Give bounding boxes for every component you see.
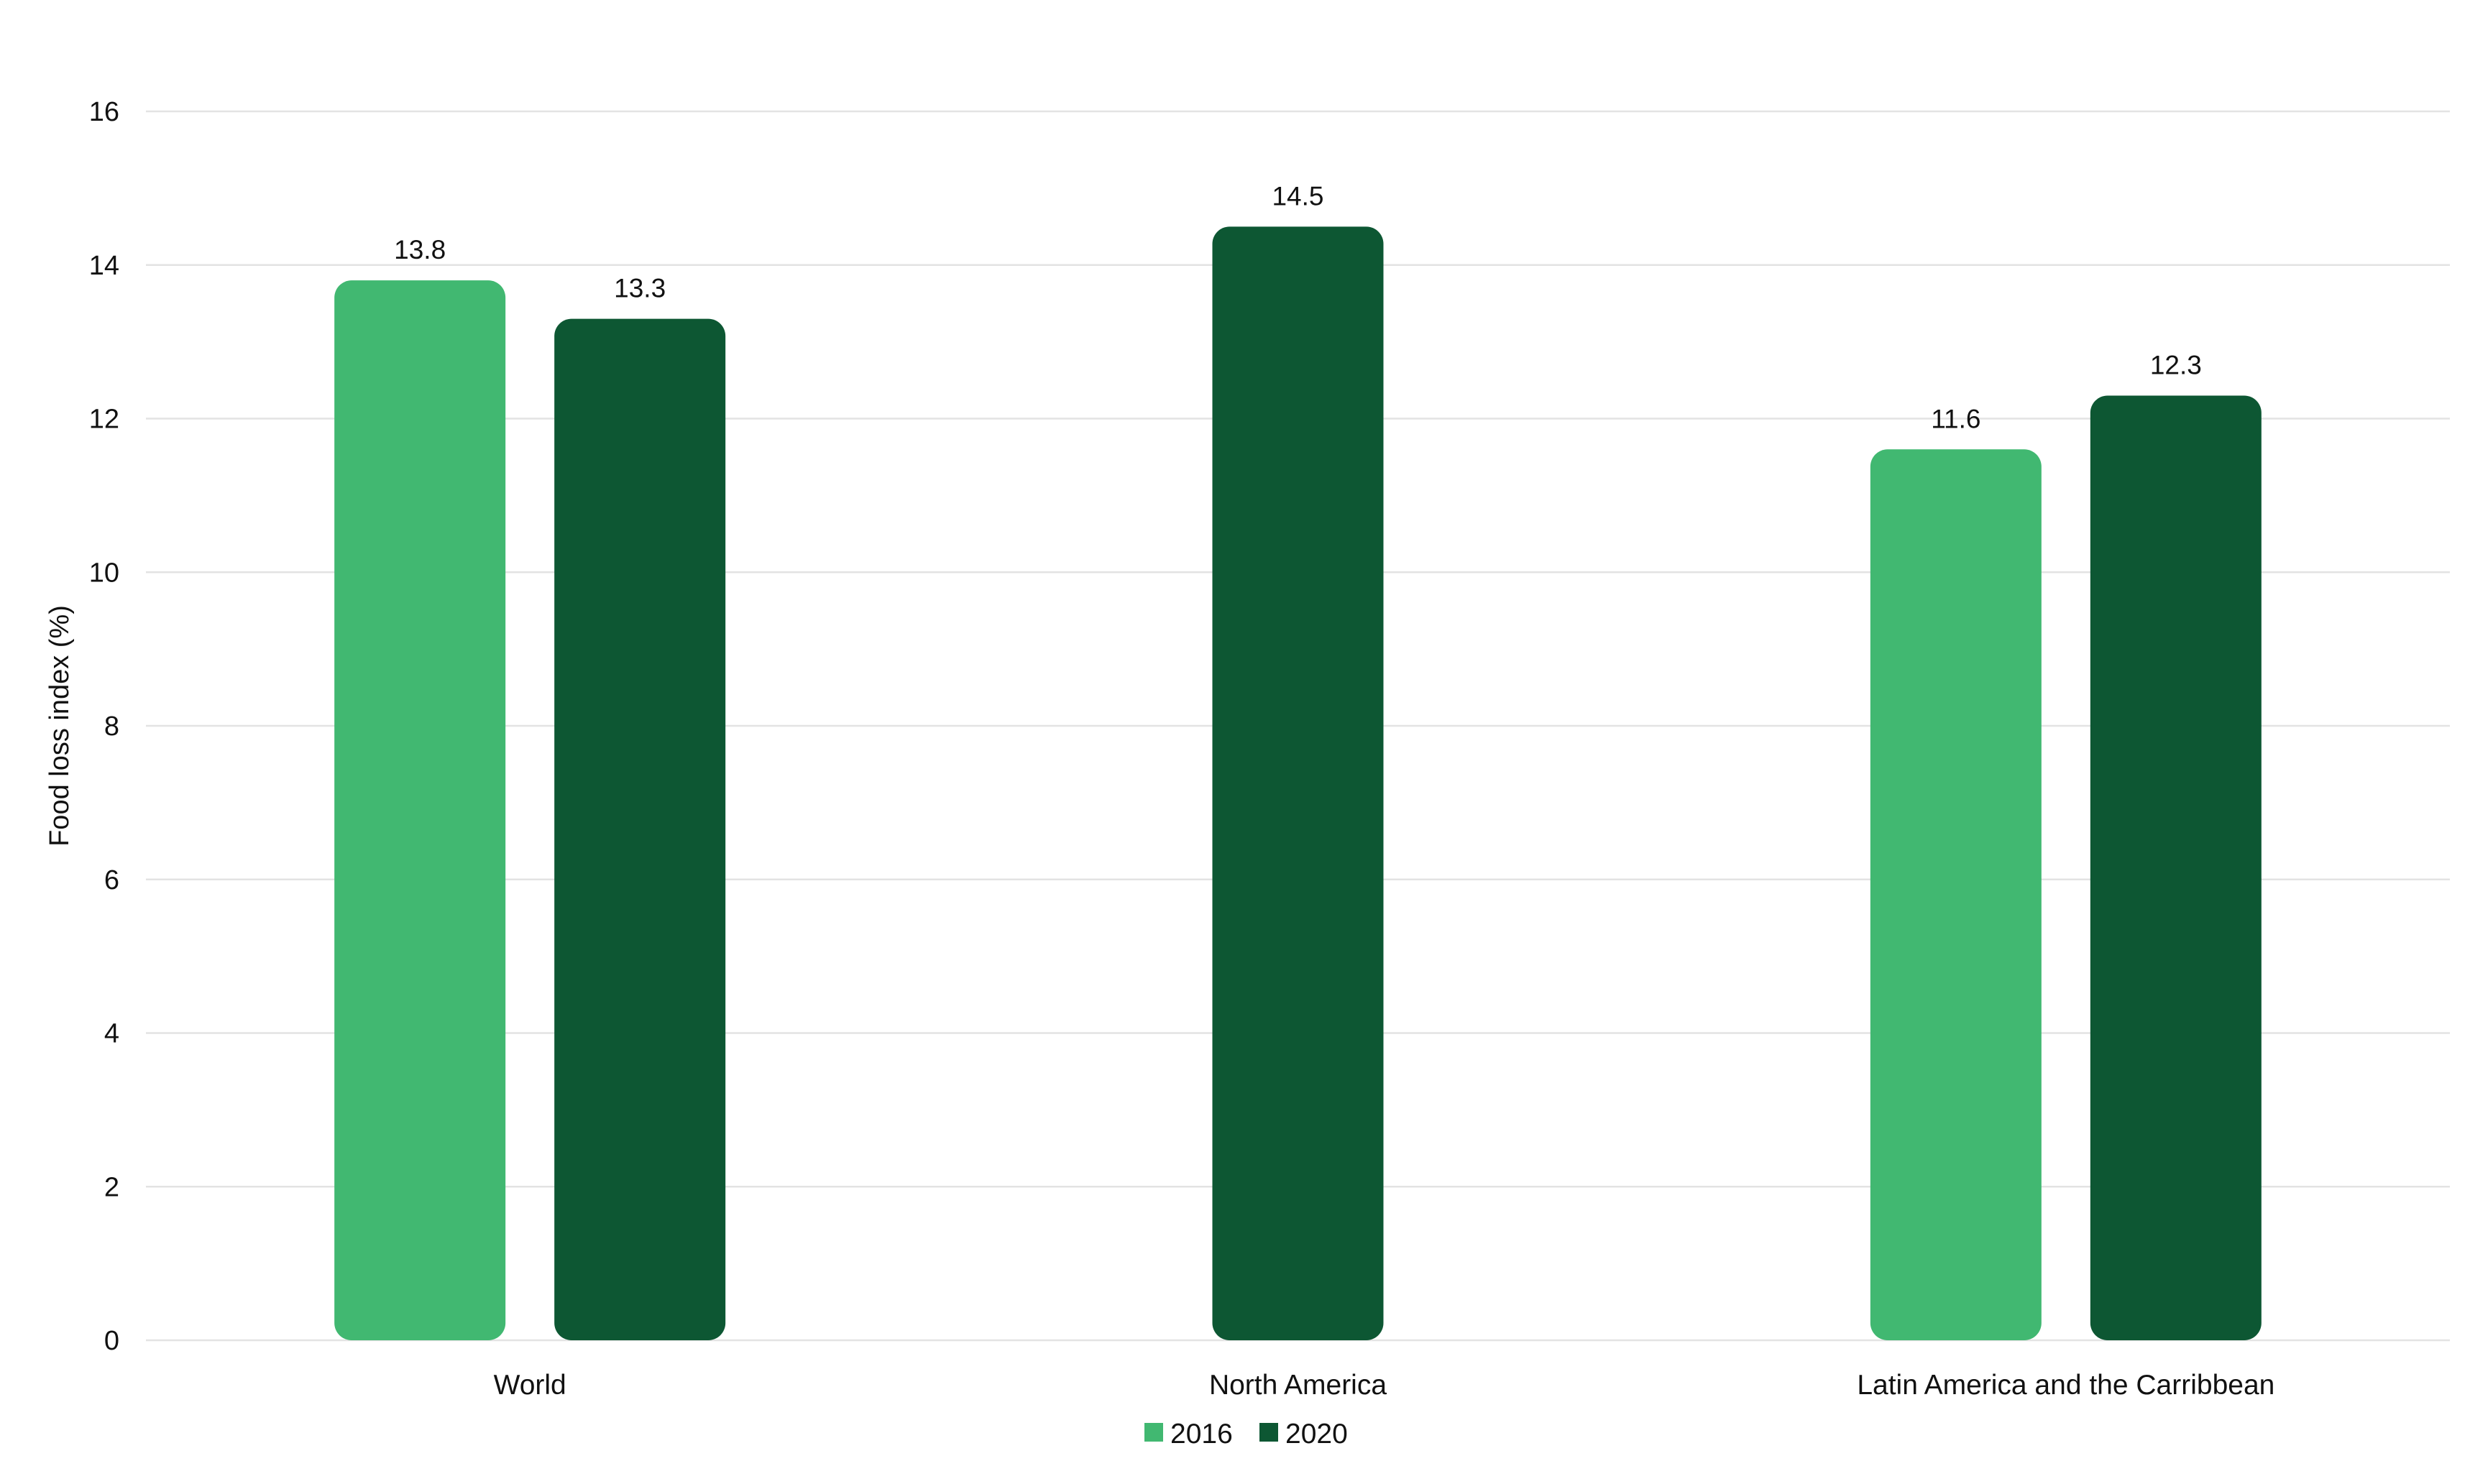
bar-2020-world bbox=[554, 318, 726, 1340]
y-tick-label: 2 bbox=[104, 1172, 119, 1202]
bar-2020-north-america bbox=[1212, 226, 1384, 1340]
y-axis-ticks: 0 2 4 6 8 10 12 14 16 bbox=[89, 97, 119, 1356]
legend: 2016 2020 bbox=[1144, 1419, 1348, 1450]
x-category-label: North America bbox=[1209, 1370, 1387, 1401]
y-tick-label: 16 bbox=[89, 97, 119, 127]
x-axis-categories: World North America Latin America and the … bbox=[494, 1370, 2275, 1401]
y-axis-title: Food loss index (%) bbox=[45, 605, 75, 847]
legend-swatch-2016 bbox=[1144, 1423, 1163, 1442]
bars bbox=[334, 226, 2262, 1340]
y-tick-label: 10 bbox=[89, 558, 119, 588]
data-label: 12.3 bbox=[2150, 350, 2202, 379]
legend-label-2016: 2016 bbox=[1170, 1419, 1233, 1450]
data-labels: 13.8 13.3 14.5 11.6 12.3 bbox=[394, 181, 2202, 433]
data-label: 13.3 bbox=[614, 274, 666, 303]
bar-2016-latin-america-and-the-carribbean bbox=[1870, 449, 2042, 1340]
legend-swatch-2020 bbox=[1259, 1423, 1278, 1442]
x-category-label: World bbox=[494, 1370, 566, 1401]
data-label: 14.5 bbox=[1272, 181, 1323, 211]
data-label: 11.6 bbox=[1931, 404, 1980, 433]
data-label: 13.8 bbox=[394, 235, 446, 264]
x-category-label: Latin America and the Carribbean bbox=[1857, 1370, 2274, 1401]
legend-label-2020: 2020 bbox=[1285, 1419, 1348, 1450]
y-tick-label: 14 bbox=[89, 251, 119, 281]
bar-2016-world bbox=[334, 280, 506, 1340]
y-tick-label: 0 bbox=[104, 1326, 119, 1356]
bar-2020-latin-america-and-the-carribbean bbox=[2090, 395, 2262, 1340]
y-tick-label: 8 bbox=[104, 711, 119, 742]
y-tick-label: 12 bbox=[89, 405, 119, 435]
y-tick-label: 6 bbox=[104, 865, 119, 895]
y-tick-label: 4 bbox=[104, 1019, 119, 1049]
